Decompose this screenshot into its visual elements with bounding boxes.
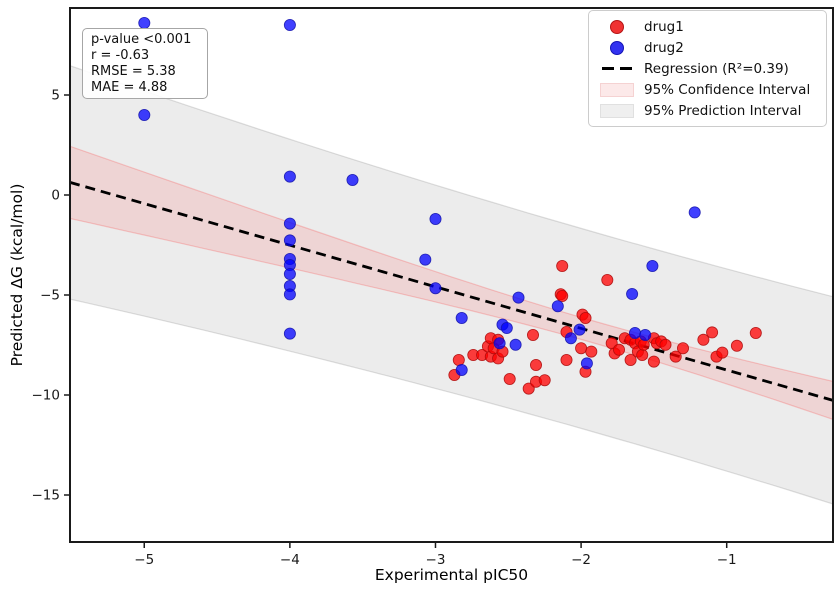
scatter-point-drug2 — [564, 332, 577, 345]
scatter-point-drug2 — [493, 337, 506, 350]
scatter-point-drug2 — [419, 253, 432, 266]
x-tick-label: −1 — [717, 552, 737, 568]
scatter-point-drug2 — [626, 287, 639, 300]
legend: drug1 drug2 Regression (R²=0.39) 95% Con… — [588, 10, 827, 127]
scatter-point-drug2 — [646, 259, 659, 272]
stats-mae: MAE = 4.88 — [91, 80, 168, 95]
scatter-point-drug1 — [637, 338, 650, 351]
drug1-dot-icon — [599, 19, 635, 34]
scatter-point-drug2 — [639, 328, 652, 341]
scatter-point-drug1 — [706, 326, 719, 339]
scatter-point-drug2 — [429, 282, 442, 295]
scatter-point-drug2 — [283, 217, 296, 230]
scatter-point-drug1 — [585, 345, 598, 358]
scatter-point-drug1 — [716, 346, 729, 359]
scatter-point-drug1 — [647, 355, 660, 368]
scatter-point-drug1 — [636, 348, 649, 361]
plot-border — [69, 7, 834, 543]
scatter-point-drug2 — [551, 300, 564, 313]
y-tick-label: −5 — [40, 288, 60, 304]
scatter-points-drug1 — [448, 259, 762, 395]
scatter-point-drug2 — [512, 291, 525, 304]
scatter-point-drug2 — [138, 16, 151, 29]
y-axis-label: Predicted ΔG (kcal/mol) — [8, 184, 26, 367]
legend-label-drug2: drug2 — [644, 39, 684, 56]
scatter-point-drug1 — [538, 374, 551, 387]
scatter-point-drug1 — [749, 326, 762, 339]
scatter-point-drug1 — [522, 382, 535, 395]
scatter-point-drug1 — [503, 372, 516, 385]
scatter-point-drug1 — [527, 328, 540, 341]
regression-line — [70, 181, 833, 402]
x-axis: −5 −4 −3 −2 −1 — [134, 542, 737, 568]
scatter-point-drug2 — [283, 327, 296, 340]
x-tick-label: −3 — [426, 552, 446, 568]
scatter-point-drug1 — [697, 333, 710, 346]
scatter-point-drug1 — [677, 342, 690, 355]
scatter-point-drug2 — [580, 357, 593, 370]
y-tick-label: −15 — [32, 488, 61, 504]
scatter-point-drug1 — [575, 342, 588, 355]
scatter-point-drug2 — [500, 321, 513, 334]
scatter-point-drug2 — [629, 326, 642, 339]
prediction-interval-band — [70, 65, 833, 505]
scatter-point-drug1 — [530, 358, 543, 371]
scatter-points-drug2 — [138, 16, 701, 376]
scatter-point-drug1 — [613, 343, 626, 356]
scatter-point-drug2 — [455, 363, 468, 376]
scatter-point-drug2 — [688, 206, 701, 219]
scatter-point-drug2 — [283, 288, 296, 301]
scatter-point-drug1 — [669, 350, 682, 363]
x-tick-label: −5 — [134, 552, 154, 568]
scatter-point-drug2 — [283, 18, 296, 31]
scatter-point-drug1 — [579, 311, 592, 324]
y-axis: 5 0 −5 −10 −15 — [32, 88, 70, 504]
legend-item-confidence-interval: 95% Confidence Interval — [599, 79, 826, 100]
legend-label-drug1: drug1 — [644, 18, 684, 35]
scatter-point-drug2 — [455, 311, 468, 324]
x-axis-label: Experimental pIC50 — [375, 566, 528, 584]
stats-annotation-box: p-value <0.001 r = -0.63 RMSE = 5.38 MAE… — [82, 28, 208, 99]
scatter-point-drug1 — [556, 259, 569, 272]
scatter-point-drug2 — [283, 234, 296, 247]
scatter-point-drug1 — [659, 338, 672, 351]
scatter-point-drug2 — [509, 338, 522, 351]
y-tick-label: −10 — [32, 388, 61, 404]
legend-label-confidence-interval: 95% Confidence Interval — [644, 81, 811, 98]
scatter-point-drug1 — [452, 353, 465, 366]
scatter-point-drug1 — [624, 353, 637, 366]
prediction-patch-icon — [599, 103, 635, 118]
legend-label-regression: Regression (R²=0.39) — [644, 60, 789, 77]
scatter-point-drug2 — [346, 173, 359, 186]
scatter-point-drug1 — [556, 289, 569, 302]
scatter-point-drug2 — [138, 109, 151, 122]
scatter-point-drug2 — [283, 267, 296, 280]
x-tick-label: −2 — [571, 552, 591, 568]
scatter-point-drug2 — [429, 212, 442, 225]
scatter-point-drug1 — [601, 273, 614, 286]
scatter-point-drug2 — [573, 323, 586, 336]
scatter-point-drug2 — [283, 170, 296, 183]
dashed-line-icon — [599, 66, 635, 71]
y-tick-label: 5 — [51, 88, 60, 104]
legend-item-regression: Regression (R²=0.39) — [599, 58, 826, 79]
legend-item-drug2: drug2 — [599, 37, 826, 58]
stats-r: r = -0.63 — [91, 48, 150, 63]
legend-item-prediction-interval: 95% Prediction Interval — [599, 100, 826, 121]
legend-item-drug1: drug1 — [599, 16, 826, 37]
y-tick-label: 0 — [51, 188, 60, 204]
scatter-point-drug1 — [730, 339, 743, 352]
stats-rmse: RMSE = 5.38 — [91, 64, 176, 79]
legend-label-prediction-interval: 95% Prediction Interval — [644, 102, 802, 119]
x-tick-label: −4 — [280, 552, 300, 568]
scatter-point-drug1 — [560, 353, 573, 366]
confidence-patch-icon — [599, 82, 635, 97]
drug2-dot-icon — [599, 40, 635, 55]
stats-pvalue: p-value <0.001 — [91, 32, 192, 47]
